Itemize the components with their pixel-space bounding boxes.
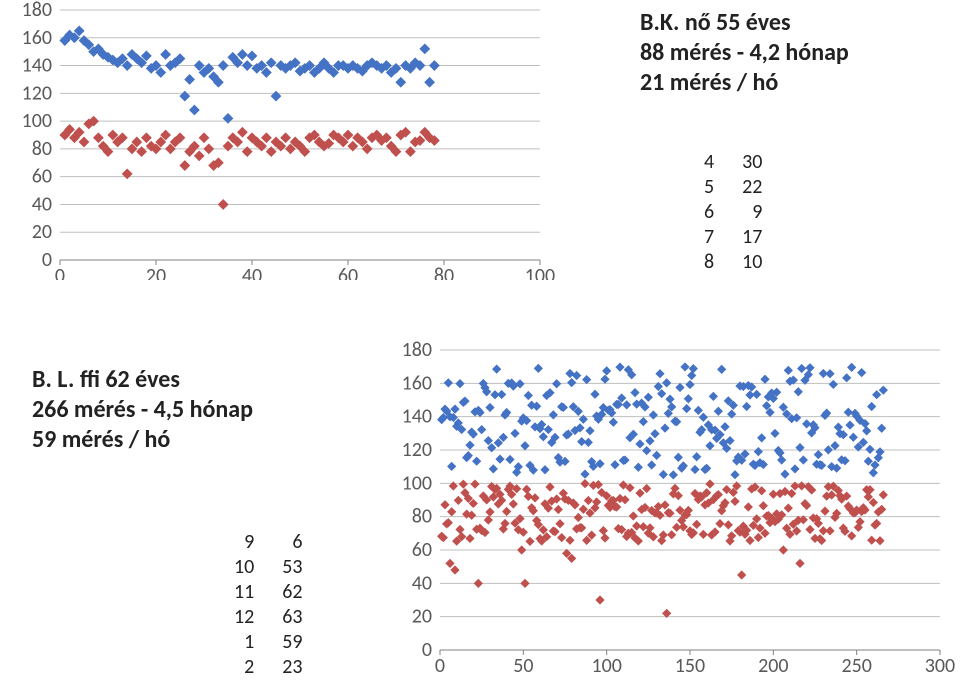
table-row: 223	[220, 655, 317, 680]
top-title-block: B.K. nő 55 éves 88 mérés - 4,2 hónap 21 …	[640, 8, 849, 98]
svg-text:300: 300	[925, 654, 955, 678]
svg-text:120: 120	[22, 81, 52, 105]
svg-text:250: 250	[841, 654, 871, 678]
bottom-title-line1: B. L. ffi 62 éves	[32, 365, 253, 395]
page-root: 020406080100120140160180020406080100 B.K…	[0, 0, 960, 681]
bottom-small-table: 96105311621263159223	[220, 530, 317, 680]
table-cell: 12	[220, 605, 268, 630]
svg-text:80: 80	[412, 505, 432, 529]
table-cell: 2	[220, 655, 268, 680]
top-title-line2: 88 mérés - 4,2 hónap	[640, 38, 849, 68]
table-row: 1162	[220, 580, 317, 605]
svg-text:120: 120	[402, 438, 432, 462]
table-cell: 11	[220, 580, 268, 605]
table-row: 1053	[220, 555, 317, 580]
svg-text:80: 80	[32, 137, 52, 161]
svg-text:20: 20	[146, 264, 166, 280]
svg-text:100: 100	[591, 654, 621, 678]
svg-text:50: 50	[513, 654, 533, 678]
bottom-scatter-chart: 0 20 40 60 80 100 120 140 160 180 0 50 100 150 200 250 3…	[390, 340, 960, 680]
svg-text:180: 180	[402, 340, 432, 362]
svg-text:40: 40	[412, 571, 432, 595]
table-cell: 1	[220, 630, 268, 655]
svg-text:60: 60	[412, 538, 432, 562]
svg-text:160: 160	[22, 26, 52, 50]
bottom-title-block: B. L. ffi 62 éves 266 mérés - 4,5 hónap …	[32, 365, 253, 455]
svg-text:60: 60	[32, 165, 52, 189]
svg-text:0: 0	[422, 638, 432, 662]
table-cell: 30	[728, 150, 776, 175]
svg-text:0: 0	[435, 654, 445, 678]
table-row: 69	[690, 200, 776, 225]
table-row: 522	[690, 175, 776, 200]
table-cell: 22	[728, 175, 776, 200]
svg-text:100: 100	[402, 471, 432, 495]
table-row: 1263	[220, 605, 317, 630]
svg-text:140: 140	[402, 405, 432, 429]
table-cell: 59	[268, 630, 316, 655]
table-row: 810	[690, 250, 776, 275]
svg-text:60: 60	[338, 264, 358, 280]
svg-text:100: 100	[22, 109, 52, 133]
top-title-line3: 21 mérés / hó	[640, 68, 849, 98]
top-small-table: 43052269717810	[690, 150, 776, 275]
svg-text:0: 0	[42, 248, 52, 272]
table-cell: 8	[690, 250, 728, 275]
svg-text:160: 160	[402, 371, 432, 395]
top-scatter-chart: 0 20 40 60 80 100 120 140 160 180 0 20 40 60 80 100	[0, 0, 560, 280]
table-cell: 9	[220, 530, 268, 555]
table-cell: 10	[220, 555, 268, 580]
bottom-title-line3: 59 mérés / hó	[32, 425, 253, 455]
table-cell: 62	[268, 580, 316, 605]
table-row: 430	[690, 150, 776, 175]
svg-text:40: 40	[242, 264, 262, 280]
bottom-title-line2: 266 mérés - 4,5 hónap	[32, 395, 253, 425]
table-cell: 7	[690, 225, 728, 250]
svg-text:40: 40	[32, 192, 52, 216]
table-cell: 10	[728, 250, 776, 275]
table-cell: 4	[690, 150, 728, 175]
table-cell: 6	[268, 530, 316, 555]
svg-text:180: 180	[22, 0, 52, 22]
svg-text:140: 140	[22, 54, 52, 78]
svg-text:100: 100	[525, 264, 555, 280]
svg-text:150: 150	[675, 654, 705, 678]
svg-text:80: 80	[434, 264, 454, 280]
svg-text:0: 0	[55, 264, 65, 280]
svg-text:20: 20	[412, 605, 432, 629]
table-cell: 6	[690, 200, 728, 225]
table-cell: 23	[268, 655, 316, 680]
table-row: 717	[690, 225, 776, 250]
table-cell: 53	[268, 555, 316, 580]
svg-text:200: 200	[758, 654, 788, 678]
table-cell: 63	[268, 605, 316, 630]
table-cell: 9	[728, 200, 776, 225]
svg-text:20: 20	[32, 220, 52, 244]
table-row: 159	[220, 630, 317, 655]
table-row: 96	[220, 530, 317, 555]
top-title-line1: B.K. nő 55 éves	[640, 8, 849, 38]
table-cell: 5	[690, 175, 728, 200]
table-cell: 17	[728, 225, 776, 250]
